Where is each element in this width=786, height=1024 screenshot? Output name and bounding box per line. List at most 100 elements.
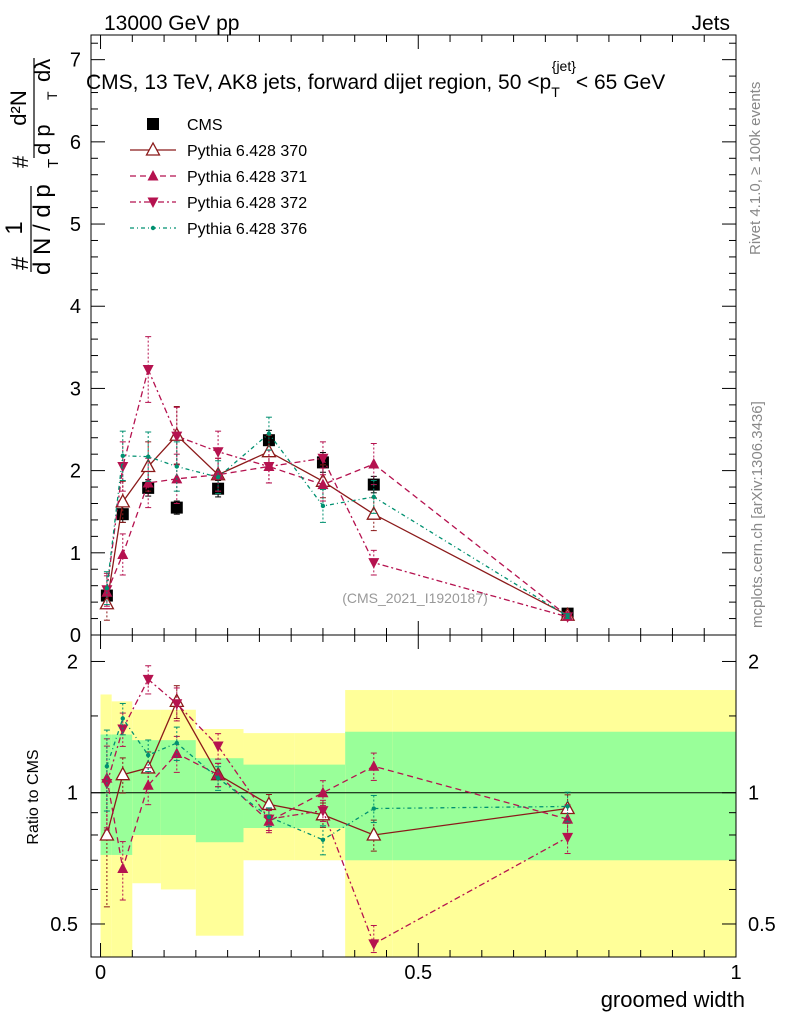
svg-text:d N / d p: d N / d p xyxy=(29,184,56,275)
ratio-y-tick-label-left: 2 xyxy=(67,651,78,673)
main-y-tick-label: 0 xyxy=(70,625,81,647)
ratio-point-pythia-6-428-371 xyxy=(117,862,129,874)
legend-label-pythia-6-428-376: Pythia 6.428 376 xyxy=(187,221,307,238)
legend-marker-pythia-6-428-372 xyxy=(147,197,159,208)
ratio-point-pythia-6-428-372 xyxy=(263,814,275,826)
svg-text:d p: d p xyxy=(30,124,55,155)
x-axis-label: groomed width xyxy=(601,987,745,1012)
data-point-pythia-6-428-376 xyxy=(266,431,272,436)
legend-label-cms: CMS xyxy=(187,117,223,134)
data-point-cms xyxy=(212,482,225,495)
main-y-tick-label: 1 xyxy=(70,543,81,565)
header-right: Jets xyxy=(691,12,730,35)
main-y-tick-label: 7 xyxy=(70,50,81,72)
ratio-y-tick-label-left: 0.5 xyxy=(50,914,78,936)
ratio-point-pythia-6-428-372 xyxy=(212,741,224,752)
x-tick-label: 0 xyxy=(95,962,106,984)
data-point-pythia-6-428-376 xyxy=(174,464,179,469)
analysis-watermark: (CMS_2021_I1920187) xyxy=(342,590,488,606)
data-point-pythia-6-428-372 xyxy=(101,585,113,596)
ratio-point-pythia-6-428-372 xyxy=(142,674,154,686)
band-green-bin xyxy=(111,734,133,855)
series-line-pythia-6-428-376 xyxy=(106,432,568,617)
data-point-cms xyxy=(170,501,183,514)
main-y-tick-label: 4 xyxy=(70,296,81,318)
ratio-point-pythia-6-428-371 xyxy=(317,786,329,798)
ratio-y-tick-label-right: 0.5 xyxy=(748,914,776,936)
ratio-point-pythia-6-428-376 xyxy=(145,752,151,758)
data-point-pythia-6-428-372 xyxy=(317,453,329,465)
legend-marker-pythia-6-428-370 xyxy=(145,141,161,156)
series-line-pythia-6-428-371 xyxy=(106,463,569,617)
ratio-point-pythia-6-428-376 xyxy=(320,837,326,842)
data-point-pythia-6-428-376 xyxy=(320,503,326,509)
ratio-y-axis-label: Ratio to CMS xyxy=(25,749,42,844)
main-series-layer xyxy=(99,336,576,623)
x-tick-label: 0.5 xyxy=(404,962,432,984)
svg-text:dλ: dλ xyxy=(30,59,55,82)
band-green-bin xyxy=(392,731,736,861)
data-point-pythia-6-428-376 xyxy=(371,494,376,500)
band-green-bin xyxy=(100,734,112,855)
ratio-point-pythia-6-428-372 xyxy=(562,832,574,844)
data-point-pythia-6-428-371 xyxy=(117,548,129,559)
tick-labels: 0 1 2 3 4 5 6 7 0 0.5 1 0.5 0.5 1 1 2 2 xyxy=(50,50,776,984)
ratio-point-pythia-6-428-376 xyxy=(371,806,376,811)
ratio-point-pythia-6-428-376 xyxy=(266,814,272,820)
legend: CMS Pythia 6.428 370 Pythia 6.428 371 Pythi… xyxy=(130,117,307,238)
ratio-point-pythia-6-428-372 xyxy=(117,724,129,736)
data-point-pythia-6-428-372 xyxy=(263,462,275,473)
svg-text:T: T xyxy=(45,159,62,168)
data-point-pythia-6-428-372 xyxy=(171,431,183,443)
ratio-line-pythia-6-428-376 xyxy=(106,717,568,841)
svg-text:d²N: d²N xyxy=(6,90,31,125)
legend-label-pythia-6-428-371: Pythia 6.428 371 xyxy=(187,169,307,186)
header-left: 13000 GeV pp xyxy=(104,12,239,35)
ratio-point-pythia-6-428-372 xyxy=(171,699,183,710)
ratio-line-pythia-6-428-371 xyxy=(106,752,568,869)
legend-marker-pythia-6-428-371 xyxy=(147,170,159,181)
main-y-axis-label: # 1 d N / d p T # d²N d p T dλ xyxy=(1,58,62,275)
svg-text:T: T xyxy=(44,91,60,100)
ratio-point-pythia-6-428-372 xyxy=(101,778,113,790)
ratio-y-tick-label-right: 1 xyxy=(748,783,759,805)
data-point-pythia-6-428-376 xyxy=(565,613,570,619)
data-point-pythia-6-428-370 xyxy=(115,493,131,508)
legend-marker-cms xyxy=(147,118,159,130)
main-y-tick-label: 6 xyxy=(70,132,81,154)
legend-label-pythia-6-428-372: Pythia 6.428 372 xyxy=(187,195,307,212)
data-point-pythia-6-428-371 xyxy=(317,478,329,490)
data-point-pythia-6-428-372 xyxy=(368,558,380,569)
axis-ticks xyxy=(91,35,737,957)
svg-text:#: # xyxy=(8,155,33,168)
ratio-point-pythia-6-428-376 xyxy=(120,716,125,721)
legend-label-pythia-6-428-370: Pythia 6.428 370 xyxy=(187,143,307,160)
ratio-panel-frame xyxy=(90,634,737,958)
ratio-point-pythia-6-428-371 xyxy=(368,760,380,771)
data-point-pythia-6-428-376 xyxy=(120,453,125,459)
svg-text:1: 1 xyxy=(1,221,28,234)
ratio-line-pythia-6-428-372 xyxy=(106,678,568,945)
rivet-version-label: Rivet 4.1.0, ≥ 100k events xyxy=(747,82,764,255)
ratio-point-pythia-6-428-372 xyxy=(317,806,329,817)
ratio-point-pythia-6-428-376 xyxy=(104,764,110,769)
ratio-point-pythia-6-428-370 xyxy=(366,826,382,841)
ratio-point-pythia-6-428-370 xyxy=(99,826,115,841)
ratio-uncertainty-bands xyxy=(100,690,736,957)
data-point-pythia-6-428-372 xyxy=(142,365,154,376)
main-y-tick-label: 3 xyxy=(70,378,81,400)
main-y-tick-label: 2 xyxy=(70,461,81,483)
ratio-point-pythia-6-428-371 xyxy=(562,813,574,824)
main-y-tick-label: 5 xyxy=(70,214,81,236)
data-point-pythia-6-428-376 xyxy=(104,585,110,591)
ratio-point-pythia-6-428-376 xyxy=(174,740,179,746)
series-line-pythia-6-428-370 xyxy=(106,434,568,616)
ratio-series-layer xyxy=(99,665,576,954)
ratio-point-pythia-6-428-376 xyxy=(565,804,570,809)
band-green-bin xyxy=(345,731,393,861)
data-point-pythia-6-428-371 xyxy=(368,458,380,469)
data-point-pythia-6-428-376 xyxy=(145,454,151,459)
plot-title: CMS, 13 TeV, AK8 jets, forward dijet reg… xyxy=(86,58,665,100)
data-point-pythia-6-428-376 xyxy=(215,474,221,480)
